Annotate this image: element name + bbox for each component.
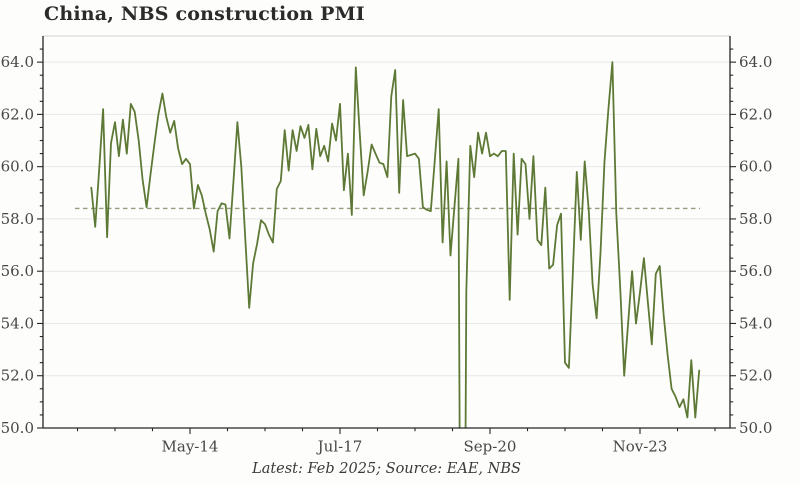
x-axis-label: Nov-23 [613,438,668,456]
y-axis-label-left: 64.0 [1,53,34,71]
y-axis-label-left: 50.0 [1,419,34,437]
y-axis-label-right: 62.0 [739,105,772,123]
y-axis-label-left: 60.0 [1,158,34,176]
pmi-series-line [90,61,701,428]
chart-caption: Latest: Feb 2025; Source: EAE, NBS [252,461,521,477]
y-axis-label-left: 52.0 [1,367,34,385]
y-axis-label-right: 56.0 [739,262,772,280]
y-axis-label-right: 50.0 [739,419,772,437]
y-axis-label-left: 58.0 [1,210,34,228]
x-axis-label: Sep-20 [464,438,517,456]
y-axis-label-right: 52.0 [739,367,772,385]
x-axis-label: Jul-17 [316,438,363,456]
y-axis-label-right: 60.0 [739,158,772,176]
x-axis-label: May-14 [162,438,219,456]
y-axis-label-left: 62.0 [1,105,34,123]
y-axis-label-right: 64.0 [739,53,772,71]
y-axis-label-right: 58.0 [739,210,772,228]
y-axis-label-left: 54.0 [1,314,34,332]
chart-title: China, NBS construction PMI [44,3,365,25]
y-axis-label-right: 54.0 [739,314,772,332]
y-axis-label-left: 56.0 [1,262,34,280]
